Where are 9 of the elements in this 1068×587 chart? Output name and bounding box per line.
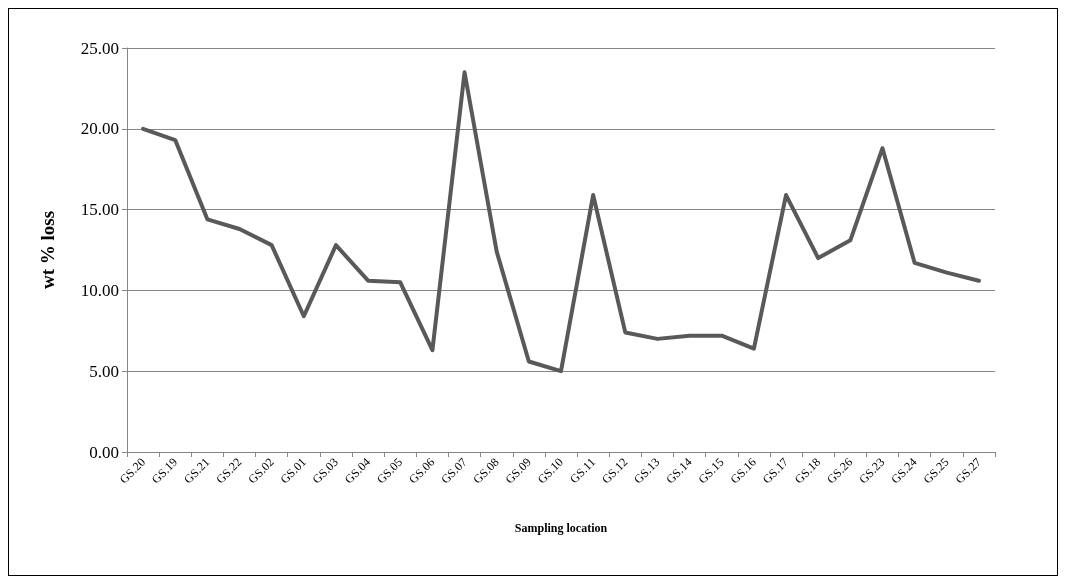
y-tick-label: 20.00 [80,119,119,139]
line-series [141,70,981,374]
y-tick-label: 10.00 [80,280,119,300]
y-tick-label: 25.00 [80,38,119,58]
y-tick-label: 15.00 [80,200,119,220]
y-axis-title: wt % loss [37,210,58,290]
x-axis-title: Sampling location [514,521,608,535]
y-tick-label: 0.00 [89,442,119,462]
y-tick-label: 5.00 [89,361,119,381]
